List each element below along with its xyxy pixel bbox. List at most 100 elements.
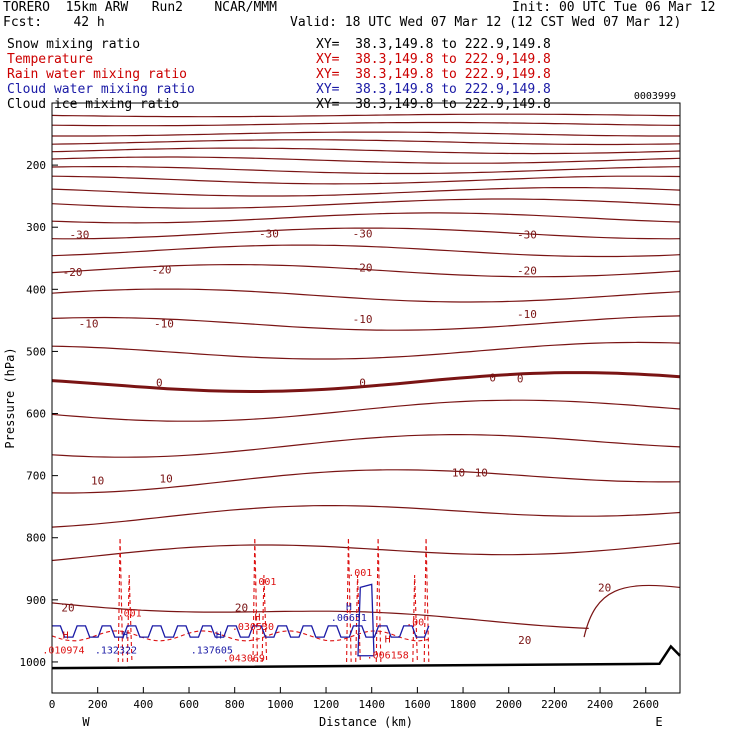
field-xy-snow: XY= 38.3,149.8 to 222.9,149.8: [316, 37, 551, 52]
corner-annotation: 0003999: [634, 91, 676, 102]
isotherm-label: 20: [235, 601, 248, 614]
y-tick-label: 900: [26, 594, 46, 607]
x-tick-label: 200: [88, 698, 108, 711]
valid-time: Valid: 18 UTC Wed 07 Mar 12 (12 CST Wed …: [290, 15, 682, 30]
isotherm-line: [51, 166, 681, 175]
y-tick-label: 800: [26, 532, 46, 545]
isotherm-line: [51, 244, 681, 258]
cloud-label: .132322: [95, 646, 137, 657]
y-tick-label: 200: [26, 159, 46, 172]
rain-water-contour: [261, 574, 268, 662]
rain-label: .010974: [42, 646, 84, 657]
isotherm-20-line: [51, 602, 589, 629]
isotherm-line: [51, 156, 681, 164]
rain-label: .001: [348, 568, 372, 579]
x-tick-label: 2000: [495, 698, 522, 711]
init-time: Init: 00 UTC Tue 06 Mar 12: [512, 0, 716, 15]
rain-water-contour: [126, 574, 133, 662]
rain-water-contour: [412, 574, 418, 662]
model-title: TORERO 15km ARW Run2 NCAR/MMM: [3, 0, 277, 15]
isotherm-line: [51, 288, 681, 303]
isotherm-20-right: [583, 584, 681, 638]
isotherm-label: 0: [359, 376, 366, 389]
isotherm-label: -30: [69, 229, 89, 242]
rain-water-contour: [355, 574, 361, 662]
isotherm-label: -10: [79, 317, 99, 330]
x-tick-label: 2400: [587, 698, 614, 711]
rain-water-contour: [375, 537, 382, 662]
isotherm-label: -30: [259, 227, 279, 240]
y-tick-label: 1000: [20, 656, 47, 669]
isotherm-line: [51, 187, 681, 197]
field-xy-temperature: XY= 38.3,149.8 to 222.9,149.8: [316, 52, 551, 67]
y-tick-label: 500: [26, 345, 46, 358]
isotherm-line: [51, 469, 681, 494]
field-xy-rain: XY= 38.3,149.8 to 222.9,149.8: [316, 67, 551, 82]
isotherm-line: [51, 121, 681, 127]
isotherm-label: -20: [353, 262, 373, 275]
y-tick-label: 700: [26, 470, 46, 483]
isotherm-line: [51, 542, 681, 562]
rain-label: .001: [252, 577, 276, 588]
cloud-label: .137605: [191, 646, 233, 657]
x-tick-label: 1200: [313, 698, 340, 711]
isotherm-label: 0: [489, 372, 496, 385]
isotherm-line: [51, 175, 681, 185]
isotherm-label: -20: [517, 265, 537, 278]
west-label: W: [82, 715, 90, 729]
isotherm-label: -30: [353, 227, 373, 240]
y-tick-label: 300: [26, 221, 46, 234]
field-label-snow: Snow mixing ratio: [7, 37, 141, 52]
rain-water-contour: [117, 537, 124, 662]
x-tick-label: 400: [133, 698, 153, 711]
isotherm-label: 0: [517, 373, 524, 386]
rain-label: .030530: [232, 622, 274, 633]
x-tick-label: 1000: [267, 698, 294, 711]
x-axis-title: Distance (km): [319, 715, 413, 729]
forecast-hour: Fcst: 42 h: [3, 15, 105, 30]
cloud-label: .06651: [331, 613, 367, 624]
rain-water-contour: [423, 537, 430, 662]
max-marker: H: [385, 634, 391, 645]
rain-water-contour: [346, 537, 352, 662]
isotherm-label: 10: [160, 473, 173, 486]
isotherm-label: -20: [63, 266, 83, 279]
isotherm-line: [52, 131, 680, 137]
rain-label: .006158: [367, 650, 409, 661]
x-tick-label: 2200: [541, 698, 568, 711]
terrain-line: [51, 644, 681, 670]
cloud-water-cell: [357, 583, 375, 657]
isotherm-line: [51, 341, 681, 360]
plot-frame: [51, 102, 681, 694]
isotherm-label: -10: [353, 313, 373, 326]
isotherm-line: [51, 371, 681, 393]
isotherm-line: [51, 505, 681, 528]
field-label-rain: Rain water mixing ratio: [7, 67, 188, 82]
y-axis-title: Pressure (hPa): [3, 347, 17, 448]
max-marker: H: [216, 631, 222, 642]
y-tick-label: 400: [26, 283, 46, 296]
field-xy-cloud-water: XY= 38.3,149.8 to 222.9,149.8: [316, 82, 551, 97]
cloud-water-contour: [52, 625, 430, 638]
isotherm-label: 20: [598, 581, 611, 594]
field-xy-cloud-ice: XY= 38.3,149.8 to 222.9,149.8: [316, 97, 551, 112]
max-marker: H: [122, 631, 128, 642]
rain-water-contour: [252, 537, 259, 662]
field-label-temperature: Temperature: [7, 52, 94, 67]
isotherm-label: -30: [517, 229, 537, 242]
rain-label: .001: [118, 608, 142, 619]
rain-label: .00: [406, 618, 424, 629]
field-label-cloud-water: Cloud water mixing ratio: [7, 82, 195, 97]
isotherm-label: 10: [475, 467, 488, 480]
x-tick-label: 800: [225, 698, 245, 711]
isotherm-line: [51, 198, 681, 209]
isotherm-label: -20: [152, 263, 172, 276]
field-label-cloud-ice: Cloud ice mixing ratio: [7, 97, 180, 112]
x-tick-label: 1800: [450, 698, 477, 711]
y-tick-label: 600: [26, 408, 46, 421]
isotherm-line: [51, 399, 681, 422]
isotherm-line: [51, 113, 681, 118]
isotherm-line: [51, 147, 681, 155]
isotherm-label: -10: [154, 317, 174, 330]
x-tick-label: 2600: [632, 698, 659, 711]
